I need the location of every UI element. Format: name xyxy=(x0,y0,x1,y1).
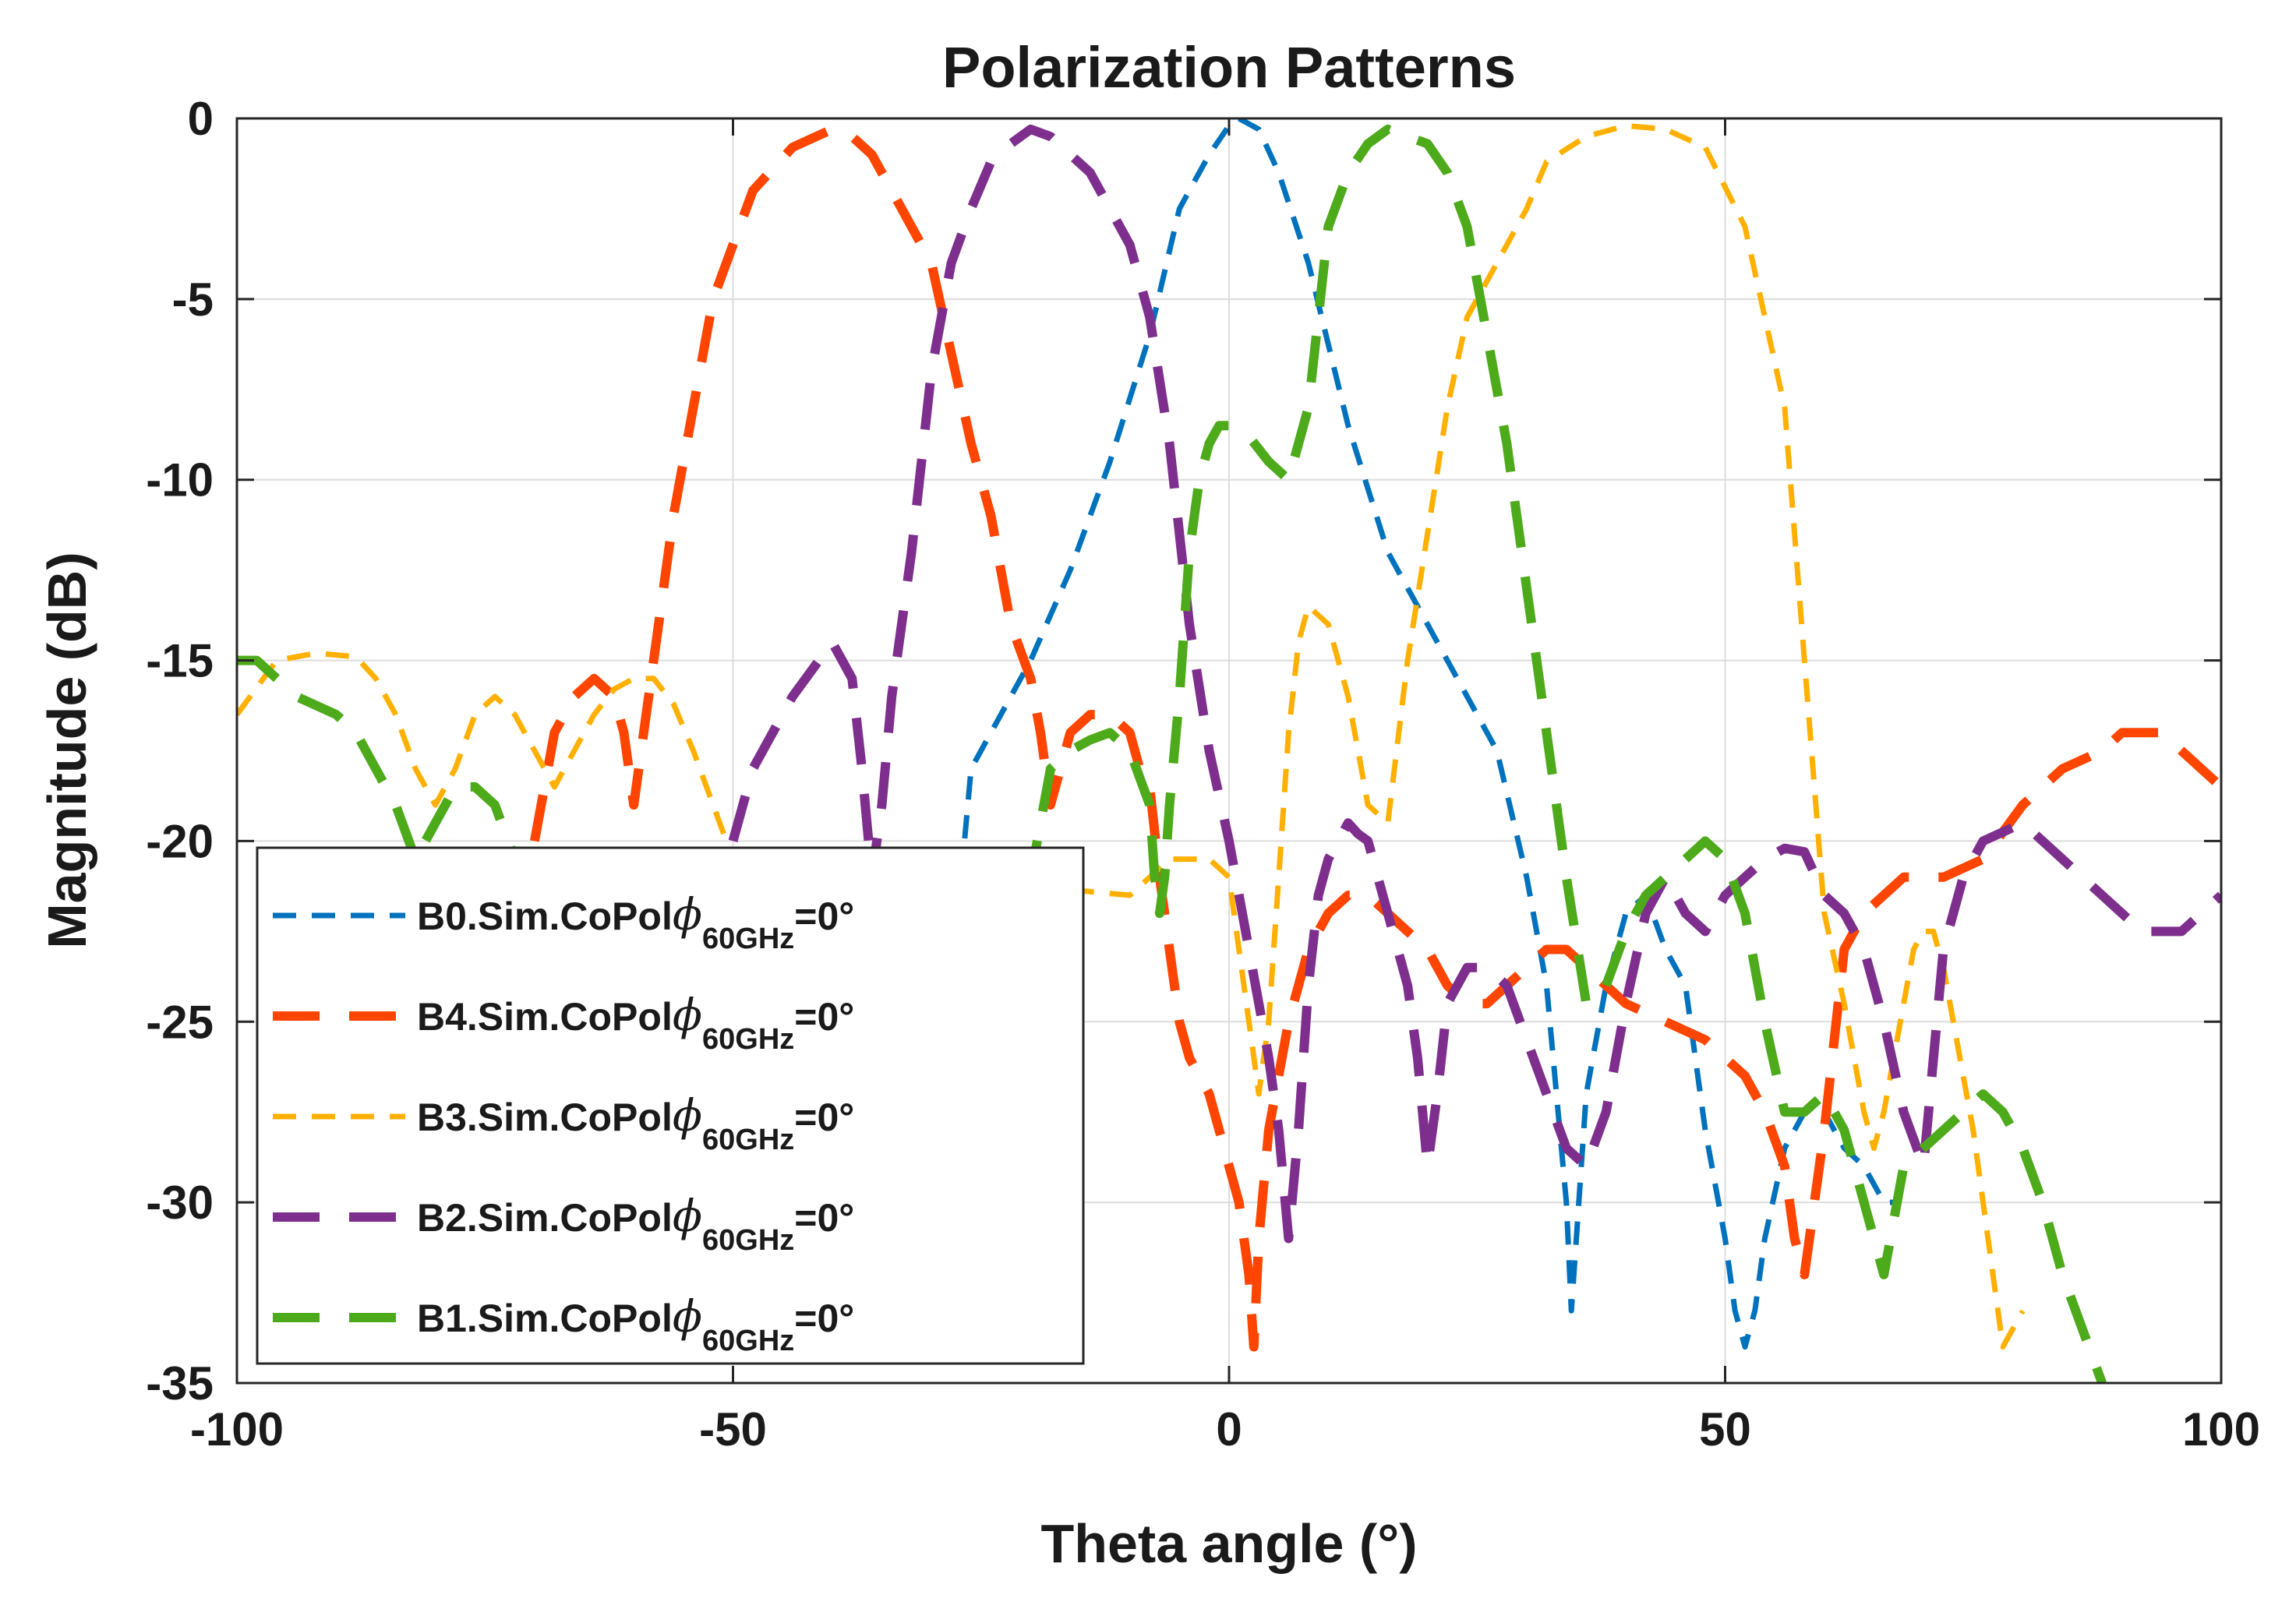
x-tick-label: 50 xyxy=(1699,1403,1751,1455)
legend-label: B2.Sim.CoPolϕ60GHz=0° xyxy=(417,1191,854,1257)
legend-label: B3.Sim.CoPolϕ60GHz=0° xyxy=(417,1091,854,1156)
legend-item-b0: B0.Sim.CoPolϕ60GHz=0° xyxy=(273,890,854,955)
y-tick-label: -25 xyxy=(146,996,214,1048)
x-tick-labels: -100 -50 0 50 100 xyxy=(190,1403,2260,1455)
series-layer xyxy=(237,118,2221,1383)
y-tick-label: -5 xyxy=(172,273,214,326)
series-line-b1 xyxy=(237,124,2107,1383)
legend-item-b4: B4.Sim.CoPolϕ60GHz=0° xyxy=(273,990,854,1056)
legend-item-b1: B1.Sim.CoPolϕ60GHz=0° xyxy=(273,1292,854,1357)
y-tick-label: -20 xyxy=(146,815,214,867)
series-line-b4 xyxy=(529,124,2221,1352)
legend-label: B1.Sim.CoPolϕ60GHz=0° xyxy=(417,1292,854,1357)
tick-marks xyxy=(235,117,2223,1385)
x-tick-label: -50 xyxy=(699,1403,767,1455)
y-tick-label: -30 xyxy=(146,1177,214,1229)
x-tick-label: 100 xyxy=(2182,1403,2260,1455)
chart-title: Polarization Patterns xyxy=(942,35,1516,100)
x-tick-label: -100 xyxy=(190,1403,284,1455)
y-axis-label: Magnitude (dB) xyxy=(37,552,97,948)
legend-label: B4.Sim.CoPolϕ60GHz=0° xyxy=(417,990,854,1056)
series-line-b3 xyxy=(237,122,2026,1350)
x-axis-label: Theta angle (°) xyxy=(1040,1513,1417,1574)
y-tick-label: 0 xyxy=(188,93,214,145)
x-tick-label: 0 xyxy=(1216,1403,1242,1455)
legend-label: B0.Sim.CoPolϕ60GHz=0° xyxy=(417,890,854,955)
y-tick-label: -10 xyxy=(146,454,214,506)
legend-item-b3: B3.Sim.CoPolϕ60GHz=0° xyxy=(273,1091,854,1156)
y-tick-label: -15 xyxy=(146,635,214,687)
legend: B0.Sim.CoPolϕ60GHz=0° B4.Sim.CoPolϕ60GHz=… xyxy=(256,846,1085,1365)
legend-box xyxy=(256,846,1085,1365)
series-line-b2 xyxy=(728,124,2221,1244)
y-tick-labels: 0 -5 -10 -15 -20 -25 -30 -35 xyxy=(146,93,214,1410)
y-tick-label: -35 xyxy=(146,1357,214,1410)
legend-item-b2: B2.Sim.CoPolϕ60GHz=0° xyxy=(273,1191,854,1257)
